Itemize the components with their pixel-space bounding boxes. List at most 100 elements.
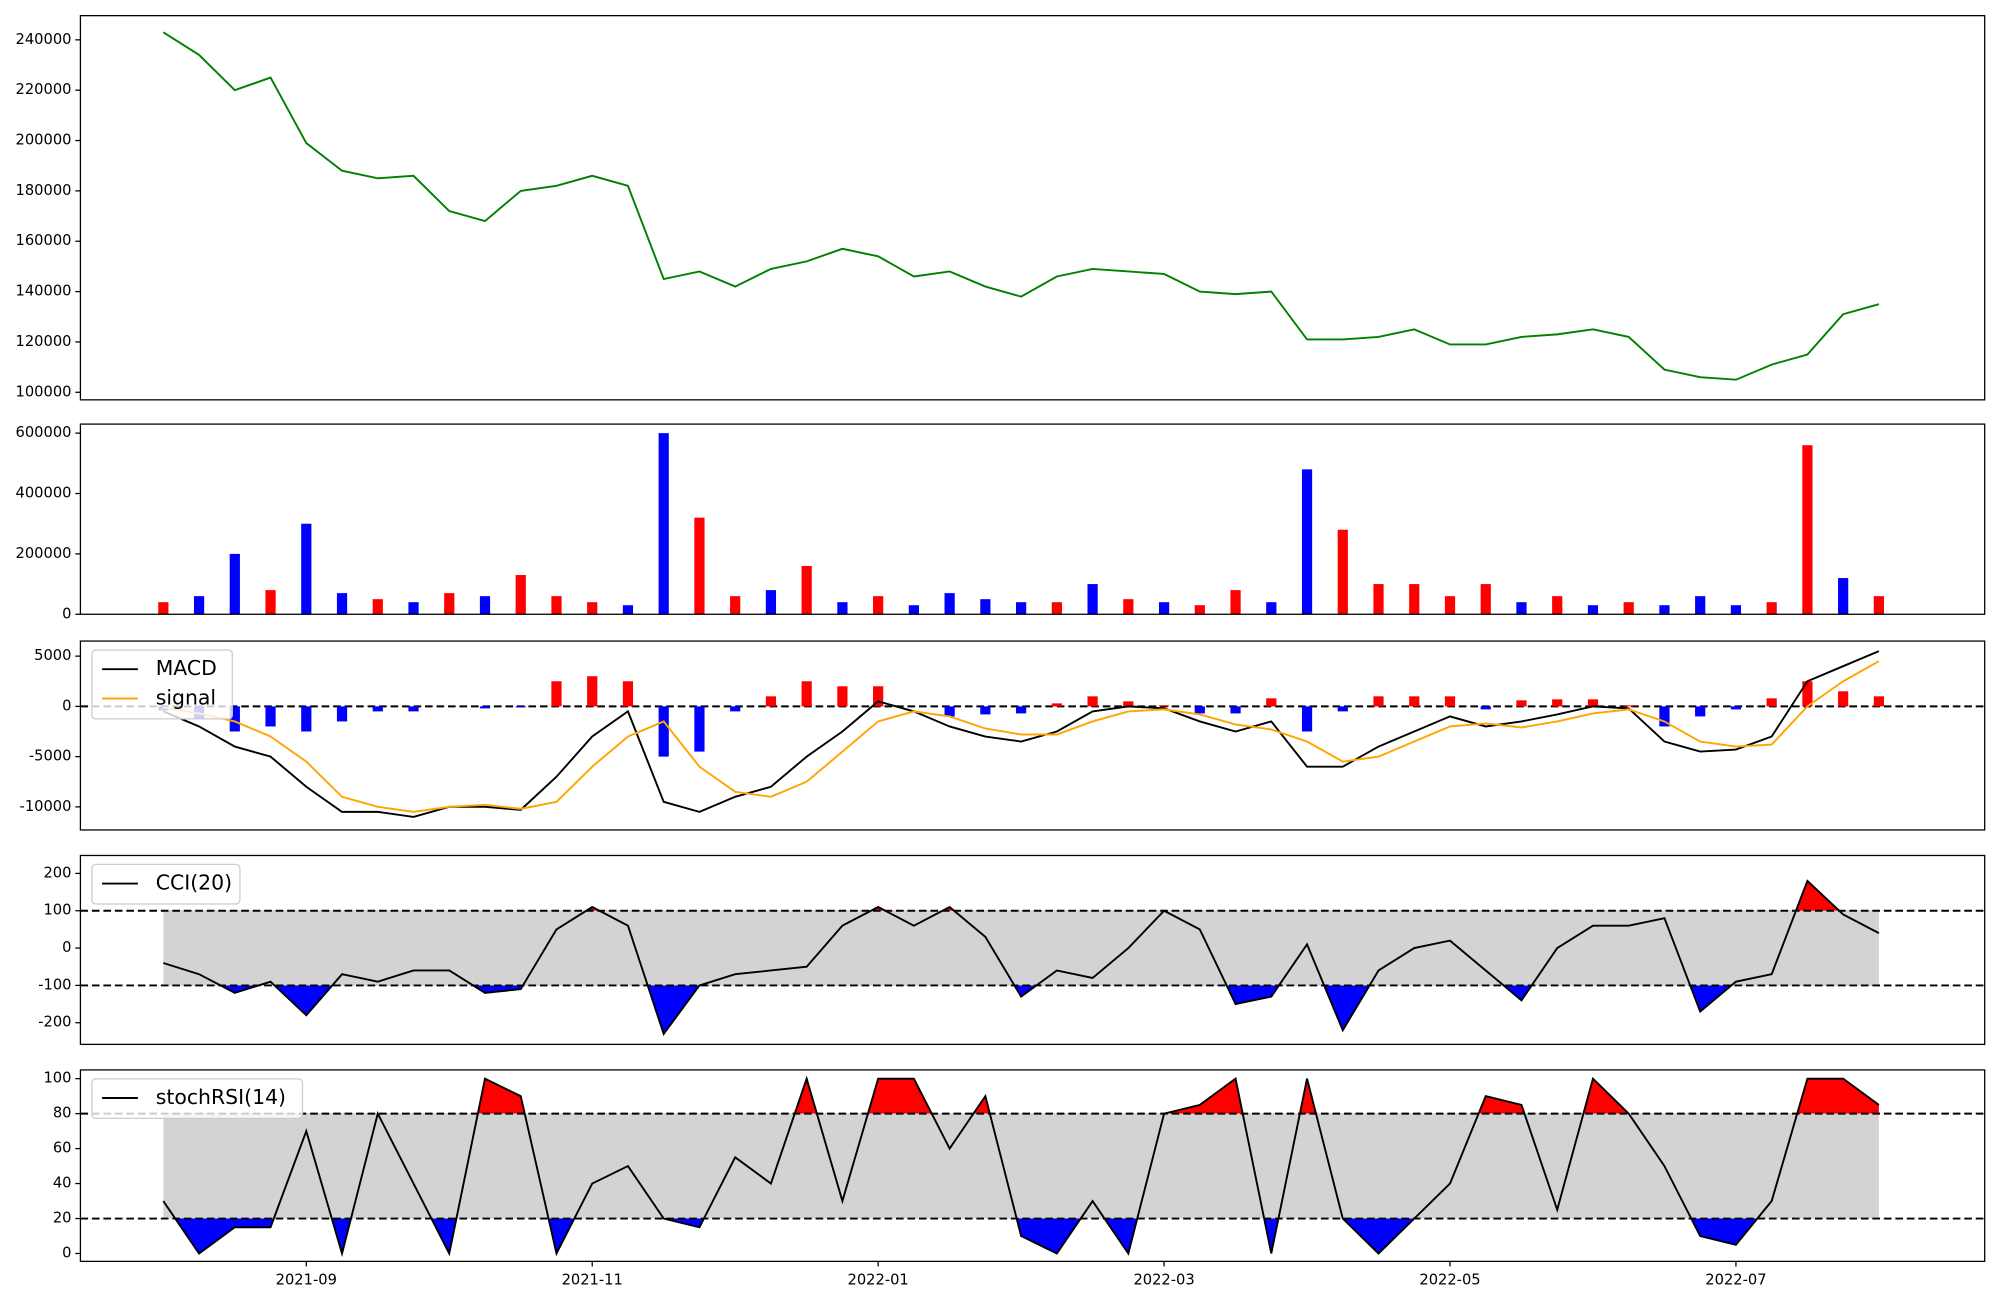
histogram-bar <box>1158 705 1170 707</box>
histogram-bar <box>1301 706 1313 732</box>
panel-border <box>79 15 1986 401</box>
volume-bar <box>408 602 419 615</box>
y-tick-label: 0 <box>62 1244 71 1261</box>
volume-bar <box>1016 602 1027 615</box>
histogram-bar <box>622 681 634 707</box>
histogram-bar <box>658 706 669 757</box>
legend-label: MACD <box>156 656 217 680</box>
histogram-bar <box>551 681 562 707</box>
histogram-bar <box>1802 681 1813 707</box>
y-tick-label: 200000 <box>16 132 72 149</box>
volume-bar <box>479 596 491 615</box>
neutral-band <box>163 1113 1879 1219</box>
histogram-bar <box>837 686 848 707</box>
volume-bar <box>158 602 169 615</box>
series-line <box>162 31 1880 381</box>
y-tick-label: 120000 <box>16 333 72 350</box>
volume-bar <box>1659 605 1670 615</box>
volume-bar <box>1301 469 1313 615</box>
y-tick-label: 140000 <box>16 283 72 300</box>
volume-bar <box>301 523 312 615</box>
volume-bar <box>193 596 205 615</box>
histogram-bar <box>1444 696 1456 707</box>
histogram-bar <box>1194 706 1205 714</box>
volume-bar <box>1123 599 1134 615</box>
y-tick-label: 400000 <box>16 485 72 502</box>
histogram-bar <box>301 706 312 732</box>
histogram-bar <box>1230 706 1241 714</box>
legend-box <box>91 649 233 720</box>
oversold-fill <box>175 1218 1758 1254</box>
volume-bar <box>1409 584 1420 615</box>
volume-bar <box>1230 590 1241 615</box>
volume-bar <box>1838 578 1849 615</box>
y-tick-label: 220000 <box>16 81 72 98</box>
histogram-bar <box>730 706 741 712</box>
histogram-bar <box>1516 700 1527 707</box>
histogram-bar <box>515 706 526 708</box>
volume-bar <box>265 590 276 615</box>
series-line <box>163 660 1880 813</box>
volume-bar <box>765 590 777 615</box>
y-tick-label: 100 <box>43 902 71 919</box>
x-tick-label: 2022-03 <box>1133 1272 1194 1289</box>
volume-bar <box>1194 605 1205 615</box>
volume-bar <box>1873 596 1884 615</box>
volume-bar <box>1444 596 1456 615</box>
histogram-bar <box>229 706 240 732</box>
volume-bar <box>229 553 240 615</box>
x-tick-label: 2021-09 <box>276 1272 337 1289</box>
histogram-bar <box>765 696 777 707</box>
legend-label: signal <box>156 686 216 710</box>
volume-bar <box>372 599 383 615</box>
volume-bar <box>908 605 919 615</box>
volume-bar <box>515 575 526 615</box>
volume-bar <box>694 517 705 615</box>
volume-bar <box>444 593 455 615</box>
histogram-bar <box>1552 699 1563 707</box>
y-tick-label: 20 <box>53 1210 72 1227</box>
volume-bar <box>801 565 812 615</box>
volume-bar <box>622 605 634 615</box>
x-tick-label: 2022-05 <box>1419 1272 1480 1289</box>
panel-frame <box>80 641 1985 830</box>
histogram-bar <box>336 706 348 722</box>
y-tick-label: 5000 <box>34 647 71 664</box>
histogram-bar <box>694 706 705 752</box>
volume-bar <box>873 596 884 615</box>
volume-bar <box>980 599 991 615</box>
volume-bar <box>1730 605 1742 615</box>
volume-bar <box>1337 529 1348 615</box>
y-tick-label: -200 <box>38 1014 71 1031</box>
volume-bar <box>658 433 669 615</box>
histogram-bar <box>1087 696 1098 707</box>
legend-box <box>91 1078 304 1120</box>
panel-border <box>79 640 1986 831</box>
legend-label: CCI(20) <box>156 871 232 895</box>
series-line <box>163 879 1880 1036</box>
volume-bar <box>1051 602 1062 615</box>
histogram-bar <box>1337 706 1348 712</box>
histogram-bar <box>265 706 276 727</box>
volume-bar <box>730 596 741 615</box>
histogram-bar <box>408 706 419 712</box>
volume-bar <box>1266 602 1277 615</box>
histogram-bar <box>1873 696 1884 707</box>
y-tick-label: 80 <box>53 1105 72 1122</box>
histogram-bar <box>372 706 383 712</box>
volume-bar <box>1480 584 1491 615</box>
neutral-band <box>163 910 1879 986</box>
y-tick-label: 100000 <box>16 383 72 400</box>
y-tick-label: 200000 <box>16 545 72 562</box>
histogram-bar <box>1051 703 1062 707</box>
y-tick-label: 0 <box>62 939 71 956</box>
volume-bar <box>551 596 562 615</box>
legend-label: stochRSI(14) <box>156 1085 286 1109</box>
histogram-bar <box>1659 706 1670 727</box>
volume-bar <box>944 593 955 615</box>
y-tick-label: -100 <box>38 976 71 993</box>
volume-bar <box>1087 584 1098 615</box>
histogram-bar <box>1409 696 1420 707</box>
histogram-bar <box>1016 706 1027 714</box>
